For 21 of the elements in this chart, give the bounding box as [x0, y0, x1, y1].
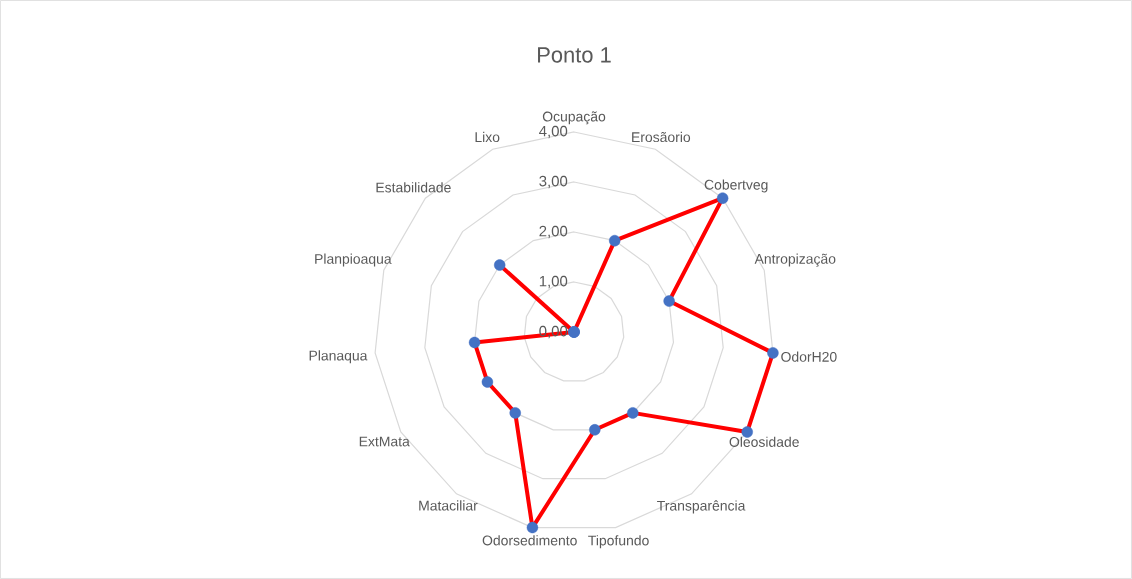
spoke-label: Lixo — [475, 131, 500, 143]
spoke-label: ExtMata — [359, 436, 410, 447]
spoke-label: Antropização — [754, 253, 836, 267]
spoke-label: Odorsedimento — [482, 535, 577, 546]
spoke-label: Erosãorio — [632, 131, 691, 143]
chart-title: Ponto 1 — [538, 47, 611, 63]
y-tick-label: 1,00 — [539, 275, 568, 289]
spoke-label: Ocupação — [542, 111, 606, 125]
spoke-label: Cobertveg — [704, 179, 768, 193]
spoke-label: Planaqua — [309, 350, 368, 364]
spoke-label: OdorH20 — [781, 351, 837, 362]
spoke-label: Mataciliar — [419, 500, 478, 511]
spoke-label: Planpioaqua — [315, 253, 392, 267]
y-tick-label: 2,00 — [539, 225, 568, 239]
y-tick-label: 3,00 — [539, 175, 568, 189]
y-tick-label: 4,00 — [539, 125, 568, 139]
spoke-label: Oleosidade — [729, 436, 799, 447]
spoke-label: Estabilidade — [376, 182, 451, 193]
spoke-label: Tipofundo — [588, 535, 649, 549]
spoke-label: Transparência — [657, 500, 746, 514]
y-tick-label: 0,00 — [539, 325, 568, 339]
